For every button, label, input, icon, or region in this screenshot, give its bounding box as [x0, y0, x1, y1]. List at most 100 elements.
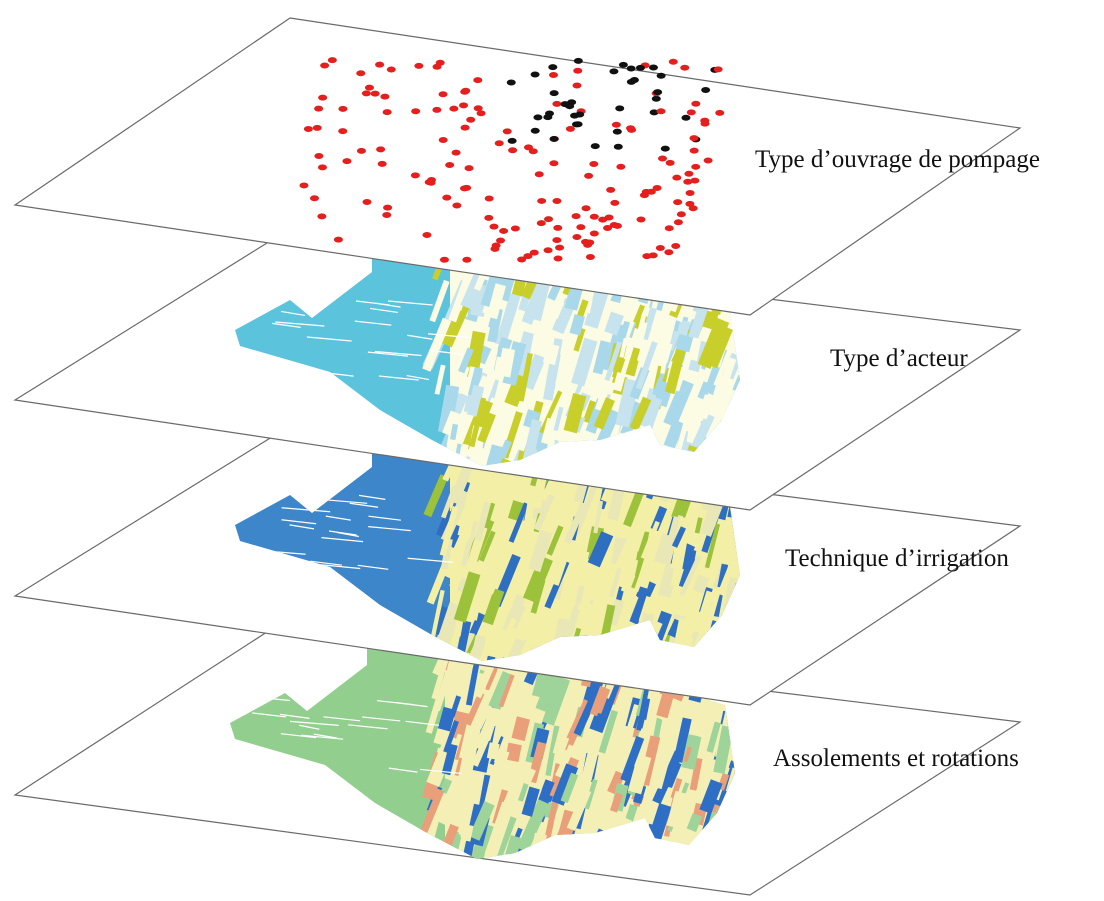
- pump-point: [656, 245, 665, 251]
- pump-point: [378, 161, 387, 167]
- pump-point: [473, 77, 482, 83]
- pump-point: [313, 125, 322, 131]
- pump-point: [508, 147, 517, 153]
- layer-label: Assolements et rotations: [773, 745, 1019, 772]
- pump-point: [700, 118, 709, 124]
- pump-point: [627, 66, 636, 72]
- pump-point: [555, 245, 564, 251]
- pump-point: [566, 126, 575, 132]
- pump-point: [637, 216, 646, 222]
- pump-point: [427, 180, 436, 186]
- pump-point: [365, 85, 374, 91]
- pump-point: [690, 148, 699, 154]
- pump-point: [686, 190, 695, 196]
- pump-point: [436, 60, 445, 66]
- pump-point: [440, 257, 449, 263]
- layer-diagram: Type d’ouvrage de pompage Type d’acteur …: [0, 0, 1104, 901]
- pump-point: [334, 237, 343, 243]
- pump-point: [376, 146, 385, 152]
- pump-point: [552, 101, 561, 107]
- pump-point: [452, 150, 461, 156]
- pump-point: [314, 106, 323, 112]
- pump-point: [714, 66, 723, 72]
- pump-point: [585, 240, 594, 246]
- pump-point: [704, 157, 713, 163]
- layer-label: Type d’acteur: [830, 345, 968, 372]
- pump-point: [572, 82, 581, 88]
- pump-point: [715, 110, 724, 116]
- pump-point: [612, 122, 621, 128]
- pump-point: [677, 211, 686, 217]
- pump-point: [503, 128, 512, 134]
- pump-point: [589, 161, 598, 167]
- pump-point: [591, 143, 600, 149]
- pump-point: [544, 247, 553, 253]
- layer-label: Type d’ouvrage de pompage: [755, 146, 1040, 173]
- pump-point: [544, 216, 553, 222]
- pump-point: [383, 109, 392, 115]
- pump-point: [701, 87, 710, 93]
- pump-point: [586, 254, 595, 260]
- pump-point: [531, 72, 540, 78]
- pump-point: [627, 79, 636, 85]
- pump-point: [462, 257, 471, 263]
- pump-point: [461, 88, 470, 94]
- pump-point: [485, 195, 494, 201]
- pump-point: [598, 217, 607, 223]
- pump-point: [414, 63, 423, 69]
- layer-label: Technique d’irrigation: [785, 545, 1009, 572]
- pump-point: [371, 91, 380, 97]
- pump-point: [432, 107, 441, 113]
- pump-point: [304, 126, 313, 132]
- pump-point: [666, 160, 675, 166]
- pump-point: [508, 138, 517, 144]
- pump-point: [314, 153, 323, 159]
- pump-point: [681, 115, 690, 121]
- pump-point: [342, 158, 351, 164]
- pump-point: [496, 237, 505, 243]
- pump-point: [680, 65, 689, 71]
- pump-point: [582, 205, 591, 211]
- pump-point: [299, 182, 308, 188]
- pump-point: [653, 89, 662, 95]
- pump-point: [671, 243, 680, 249]
- pump-point: [328, 57, 337, 63]
- pump-point: [459, 102, 468, 108]
- pump-point: [574, 58, 583, 64]
- pump-point: [619, 62, 628, 68]
- pump-point: [657, 73, 666, 79]
- pump-point: [584, 173, 593, 179]
- pump-point: [614, 144, 623, 150]
- pump-point: [627, 127, 636, 133]
- pump-point: [549, 72, 558, 78]
- pump-point: [489, 224, 498, 230]
- pump-point: [653, 185, 662, 191]
- pump-point: [511, 225, 520, 231]
- pump-point: [690, 178, 699, 184]
- pump-point: [375, 62, 384, 68]
- pump-point: [613, 129, 622, 135]
- pump-point: [537, 198, 546, 204]
- pump-point: [442, 195, 451, 201]
- pump-point: [590, 231, 599, 237]
- pump-point: [362, 90, 371, 96]
- pump-point: [524, 144, 533, 150]
- pump-point: [575, 112, 584, 118]
- pump-point: [669, 59, 678, 65]
- pump-point: [531, 128, 540, 134]
- pump-point: [658, 156, 667, 162]
- pump-point: [537, 220, 546, 226]
- pump-point: [338, 128, 347, 134]
- pump-point: [548, 64, 557, 70]
- pump-point: [362, 199, 371, 205]
- pump-point: [572, 234, 581, 240]
- pump-point: [317, 213, 326, 219]
- pump-point: [609, 68, 618, 74]
- pump-point: [606, 187, 615, 193]
- pump-point: [460, 185, 469, 191]
- pump-point: [422, 232, 431, 238]
- pump-point: [549, 160, 558, 166]
- pump-point: [357, 148, 366, 154]
- parcel: [448, 857, 467, 901]
- pump-point: [673, 199, 682, 205]
